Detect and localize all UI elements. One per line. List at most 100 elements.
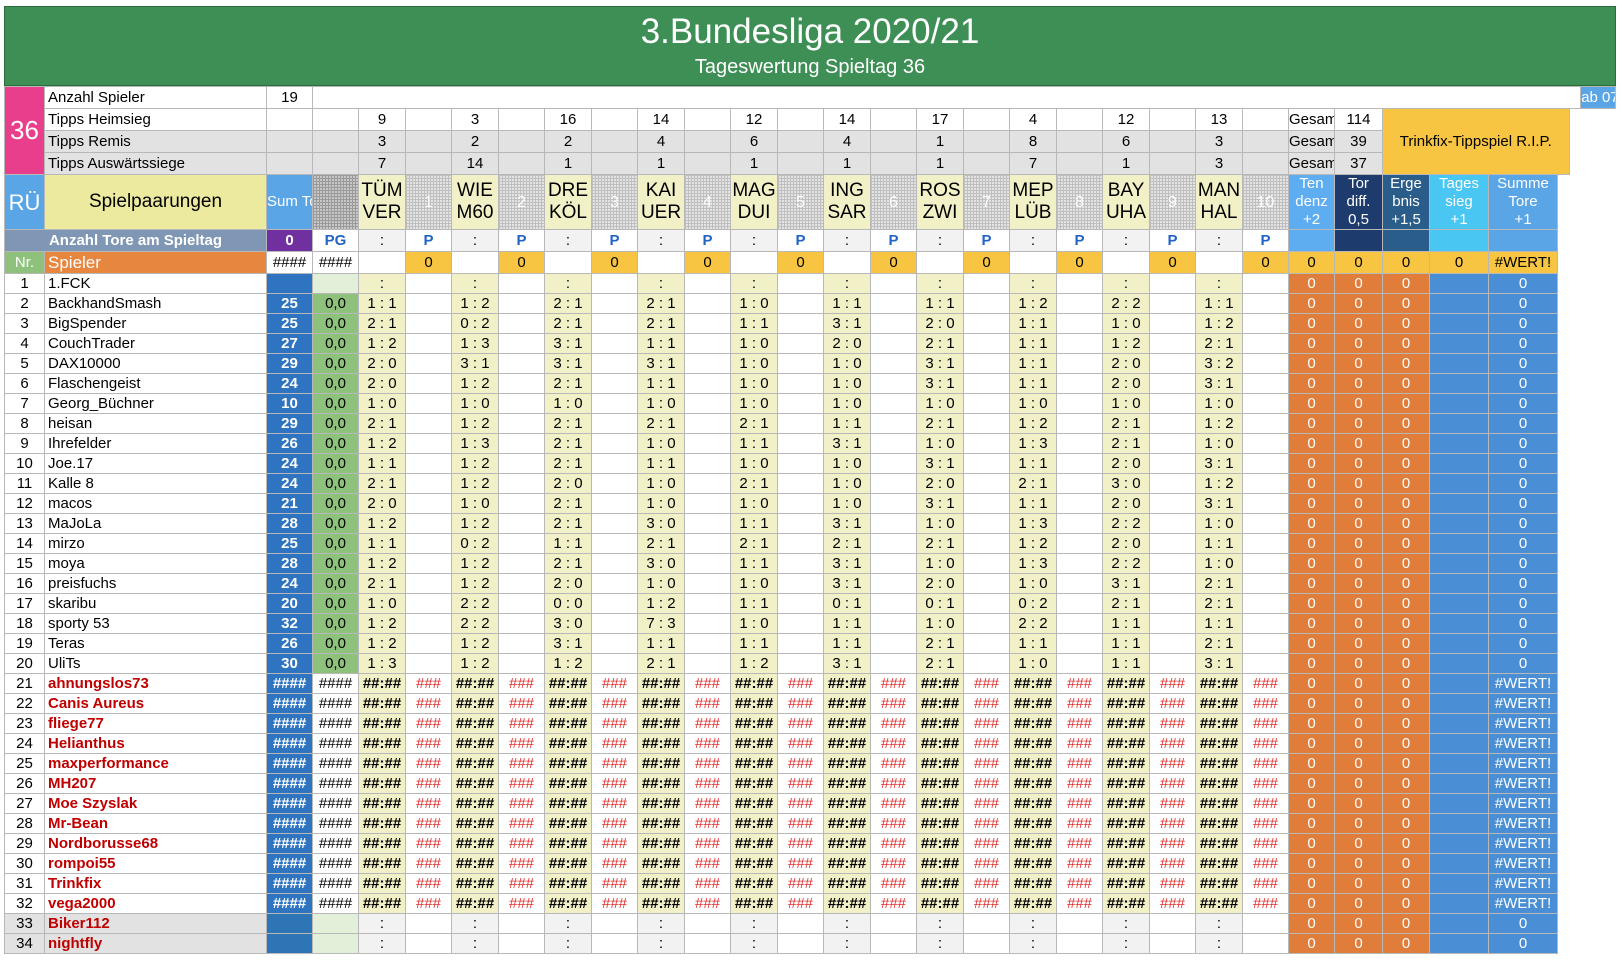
player-tip[interactable]: 1 : 0 xyxy=(358,593,406,614)
player-nr[interactable]: 20 xyxy=(4,653,45,674)
player-points[interactable]: ### xyxy=(591,673,638,694)
player-points[interactable] xyxy=(591,373,638,394)
player-points[interactable] xyxy=(777,353,824,374)
player-points[interactable]: ### xyxy=(1056,793,1103,814)
score-zero[interactable]: 0 xyxy=(1334,693,1383,714)
score-zero[interactable]: 0 xyxy=(1382,393,1430,414)
player-points[interactable] xyxy=(405,513,452,534)
tagessieg-cell[interactable] xyxy=(1429,653,1489,674)
player-tip[interactable]: : xyxy=(730,273,778,294)
player-nr[interactable]: 24 xyxy=(4,733,45,754)
spieler-label[interactable]: Spieler xyxy=(44,251,267,274)
player-points[interactable] xyxy=(1149,393,1196,414)
tipps-count[interactable]: 9 xyxy=(358,108,406,131)
player-points[interactable] xyxy=(777,313,824,334)
blank[interactable] xyxy=(312,108,359,131)
player-tip[interactable]: 1 : 0 xyxy=(916,613,964,634)
tagessieg-cell[interactable] xyxy=(1429,393,1489,414)
player-tip[interactable]: 3 : 1 xyxy=(916,373,964,394)
player-tip[interactable]: 1 : 0 xyxy=(1102,313,1150,334)
player-points[interactable]: ### xyxy=(870,893,917,914)
player-sum[interactable]: 24 xyxy=(266,473,313,494)
player-tip[interactable]: ##:## xyxy=(823,713,871,734)
player-tip[interactable]: ##:## xyxy=(1102,693,1150,714)
player-points[interactable] xyxy=(777,453,824,474)
player-pg[interactable]: 0,0 xyxy=(312,473,359,494)
blank[interactable] xyxy=(963,130,1010,153)
blank[interactable] xyxy=(870,130,917,153)
tagessieg-cell[interactable] xyxy=(1429,733,1489,754)
player-points[interactable] xyxy=(405,913,452,934)
score-zero[interactable]: 0 xyxy=(1382,773,1430,794)
tipps-count[interactable]: 3 xyxy=(1195,152,1243,175)
player-name[interactable]: Nordborusse68 xyxy=(44,833,267,854)
player-tip[interactable]: : xyxy=(1009,933,1057,954)
player-tip[interactable]: 3 : 1 xyxy=(1195,653,1243,674)
player-tip[interactable]: 1 : 2 xyxy=(1195,413,1243,434)
player-pg[interactable]: 0,0 xyxy=(312,653,359,674)
blank[interactable] xyxy=(963,152,1010,175)
tagessieg-cell[interactable] xyxy=(1429,833,1489,854)
player-tip[interactable]: ##:## xyxy=(544,773,592,794)
player-tip[interactable]: 1 : 1 xyxy=(358,453,406,474)
player-points[interactable]: ### xyxy=(870,833,917,854)
player-tip[interactable]: ##:## xyxy=(1009,793,1057,814)
player-points[interactable] xyxy=(684,373,731,394)
player-points[interactable]: ### xyxy=(777,793,824,814)
gesamt-value[interactable]: 114 xyxy=(1334,108,1383,131)
match-number-cell[interactable]: 9 xyxy=(1149,174,1196,230)
player-points[interactable]: ### xyxy=(684,873,731,894)
player-tip[interactable]: ##:## xyxy=(1195,693,1243,714)
p-label[interactable]: P xyxy=(963,229,1010,252)
player-tip[interactable]: ##:## xyxy=(1195,813,1243,834)
player-points[interactable] xyxy=(777,473,824,494)
score-zero[interactable]: 0 xyxy=(1334,251,1383,274)
player-points[interactable] xyxy=(1056,453,1103,474)
player-tip[interactable]: ##:## xyxy=(730,713,778,734)
blank[interactable] xyxy=(823,251,871,274)
player-tip[interactable]: 2 : 0 xyxy=(823,333,871,354)
player-sum[interactable]: #### xyxy=(266,693,313,714)
player-tip[interactable]: 3 : 2 xyxy=(1195,353,1243,374)
player-tip[interactable]: 3 : 0 xyxy=(637,513,685,534)
player-tip[interactable]: ##:## xyxy=(544,693,592,714)
points-zero[interactable]: 0 xyxy=(498,251,545,274)
player-points[interactable] xyxy=(498,933,545,954)
blank[interactable] xyxy=(1009,251,1057,274)
player-nr[interactable]: 32 xyxy=(4,893,45,914)
summe-zero[interactable]: 0 xyxy=(1488,433,1558,454)
player-points[interactable]: ### xyxy=(1056,733,1103,754)
player-points[interactable]: ### xyxy=(684,793,731,814)
player-points[interactable]: ### xyxy=(963,853,1010,874)
player-tip[interactable]: ##:## xyxy=(1102,713,1150,734)
player-tip[interactable]: ##:## xyxy=(823,853,871,874)
player-tip[interactable]: ##:## xyxy=(916,813,964,834)
player-pg[interactable]: 0,0 xyxy=(312,533,359,554)
player-tip[interactable]: 2 : 1 xyxy=(358,313,406,334)
player-name[interactable]: MH207 xyxy=(44,773,267,794)
player-points[interactable] xyxy=(684,313,731,334)
match-number-cell[interactable]: 2 xyxy=(498,174,545,230)
summe-zero[interactable]: 0 xyxy=(1488,593,1558,614)
player-points[interactable] xyxy=(1056,573,1103,594)
player-tip[interactable]: 1 : 1 xyxy=(730,593,778,614)
score-zero[interactable]: 0 xyxy=(1288,913,1335,934)
p-label[interactable]: P xyxy=(684,229,731,252)
player-tip[interactable]: ##:## xyxy=(1102,793,1150,814)
player-points[interactable]: ### xyxy=(777,773,824,794)
player-points[interactable]: ### xyxy=(684,673,731,694)
player-points[interactable] xyxy=(963,313,1010,334)
score-zero[interactable]: 0 xyxy=(1382,333,1430,354)
player-nr[interactable]: 17 xyxy=(4,593,45,614)
player-tip[interactable]: 1 : 1 xyxy=(1009,353,1057,374)
player-name[interactable]: preisfuchs xyxy=(44,573,267,594)
points-zero[interactable]: 0 xyxy=(963,251,1010,274)
player-tip[interactable]: ##:## xyxy=(1102,873,1150,894)
header-cont[interactable] xyxy=(1334,229,1383,252)
player-points[interactable]: ### xyxy=(1149,753,1196,774)
player-nr[interactable]: 34 xyxy=(4,933,45,954)
player-tip[interactable]: ##:## xyxy=(1102,773,1150,794)
player-points[interactable] xyxy=(777,373,824,394)
player-points[interactable]: ### xyxy=(963,893,1010,914)
player-tip[interactable]: ##:## xyxy=(637,753,685,774)
